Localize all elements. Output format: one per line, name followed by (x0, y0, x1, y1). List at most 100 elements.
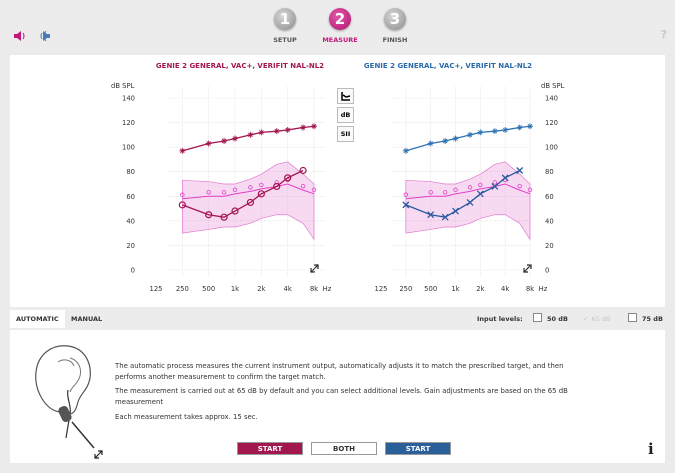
marker (467, 185, 473, 190)
step-circle[interactable]: 3 (384, 8, 406, 30)
checkbox[interactable] (533, 313, 542, 322)
level-option[interactable]: ✓ 65 dB (583, 310, 610, 328)
button[interactable]: BOTH (311, 442, 377, 455)
chart-title: GENIE 2 GENERAL, VAC+, VERIFIT NAL-NL2 (364, 62, 532, 70)
marker (257, 190, 265, 198)
marker (311, 123, 317, 130)
marker (299, 166, 307, 175)
description-paragraph: The measurement is carried out at 65 dB … (115, 387, 568, 406)
y-tick-label: 20 (545, 242, 554, 250)
series-line (405, 125, 531, 152)
step-circle[interactable]: 2 (329, 8, 351, 30)
marker (231, 207, 239, 215)
marker (527, 123, 533, 130)
y-tick-label: 60 (545, 193, 554, 201)
marker (220, 213, 228, 221)
description-paragraph: The automatic process measures the curre… (115, 362, 564, 381)
marker (221, 138, 228, 144)
level-option[interactable]: 75 dB (628, 310, 663, 328)
marker (441, 213, 449, 221)
marker (491, 128, 498, 135)
x-tick-label: 2k (476, 285, 484, 293)
x-tick-label: 125 (375, 285, 388, 293)
level-option[interactable]: 50 dB (533, 310, 568, 328)
y-tick-label: 60 (126, 193, 135, 201)
graph-tool[interactable] (337, 88, 354, 104)
step-label[interactable]: FINISH (382, 36, 408, 44)
marker (501, 174, 509, 182)
content (10, 330, 665, 463)
marker (491, 182, 499, 190)
sii-tool[interactable]: SII (337, 126, 354, 142)
marker (180, 192, 185, 197)
tab[interactable]: MANUAL (71, 315, 103, 323)
button[interactable]: START (385, 442, 451, 455)
marker (478, 182, 483, 188)
marker (273, 182, 281, 191)
marker (403, 192, 409, 197)
marker (452, 135, 459, 142)
tab[interactable]: AUTOMATIC (10, 310, 65, 328)
y-tick-label: 40 (126, 217, 135, 225)
marker (179, 147, 186, 154)
checkbox[interactable]: ✓ (583, 315, 589, 323)
y-axis-label: dB SPL (541, 82, 565, 90)
expand-icon[interactable] (310, 264, 319, 273)
y-tick-label: 0 (131, 267, 135, 275)
y-tick-label: 20 (126, 242, 135, 250)
marker (311, 187, 317, 193)
x-tick-label: 1k (451, 285, 459, 293)
marker (248, 185, 253, 190)
x-tick-label: 250 (176, 285, 189, 293)
y-tick-label: 80 (545, 168, 554, 176)
x-tick-label: 8k (526, 285, 534, 293)
marker (205, 211, 213, 219)
marker (402, 147, 409, 154)
option-label: 75 dB (642, 315, 663, 323)
x-unit: Hz (323, 285, 332, 293)
description-paragraph: Each measurement takes approx. 15 sec. (115, 413, 258, 421)
y-tick-label: 0 (545, 267, 549, 275)
y-tick-label: 120 (545, 119, 558, 127)
series-line (182, 125, 315, 152)
x-unit: Hz (539, 285, 548, 293)
marker (427, 140, 434, 147)
series-line (182, 169, 304, 218)
step-label[interactable]: MEASURE (322, 36, 358, 44)
info-button[interactable]: i (648, 440, 654, 458)
x-tick-label: 4k (284, 285, 292, 293)
marker (300, 183, 306, 189)
marker (492, 180, 498, 185)
marker (516, 167, 524, 174)
marker (427, 211, 435, 219)
x-tick-label: 500 (202, 285, 215, 293)
x-tick-label: 250 (399, 285, 412, 293)
expand-icon[interactable] (94, 450, 103, 459)
y-tick-label: 140 (122, 95, 135, 103)
tab-bar (10, 310, 665, 328)
button[interactable]: START (237, 442, 303, 455)
x-tick-label: 500 (424, 285, 437, 293)
option-label: 50 dB (547, 315, 568, 323)
marker (452, 207, 459, 215)
marker (517, 183, 522, 189)
step-label[interactable]: SETUP (273, 36, 297, 44)
marker (205, 140, 212, 147)
marker (221, 190, 227, 195)
help[interactable]: ? (660, 28, 667, 41)
marker (428, 190, 433, 195)
step-circle[interactable]: 1 (274, 8, 296, 30)
marker (273, 128, 280, 135)
checkbox[interactable] (628, 313, 637, 322)
marker (259, 182, 264, 188)
db-tool[interactable]: dB (337, 107, 354, 123)
marker (284, 174, 292, 182)
option-label: 65 dB (591, 315, 611, 323)
x-tick-label: 1k (231, 285, 239, 293)
series-line (405, 183, 531, 200)
marker (284, 126, 291, 133)
marker (274, 180, 279, 185)
y-axis-label: dB SPL (111, 82, 135, 90)
y-tick-label: 80 (126, 168, 135, 176)
